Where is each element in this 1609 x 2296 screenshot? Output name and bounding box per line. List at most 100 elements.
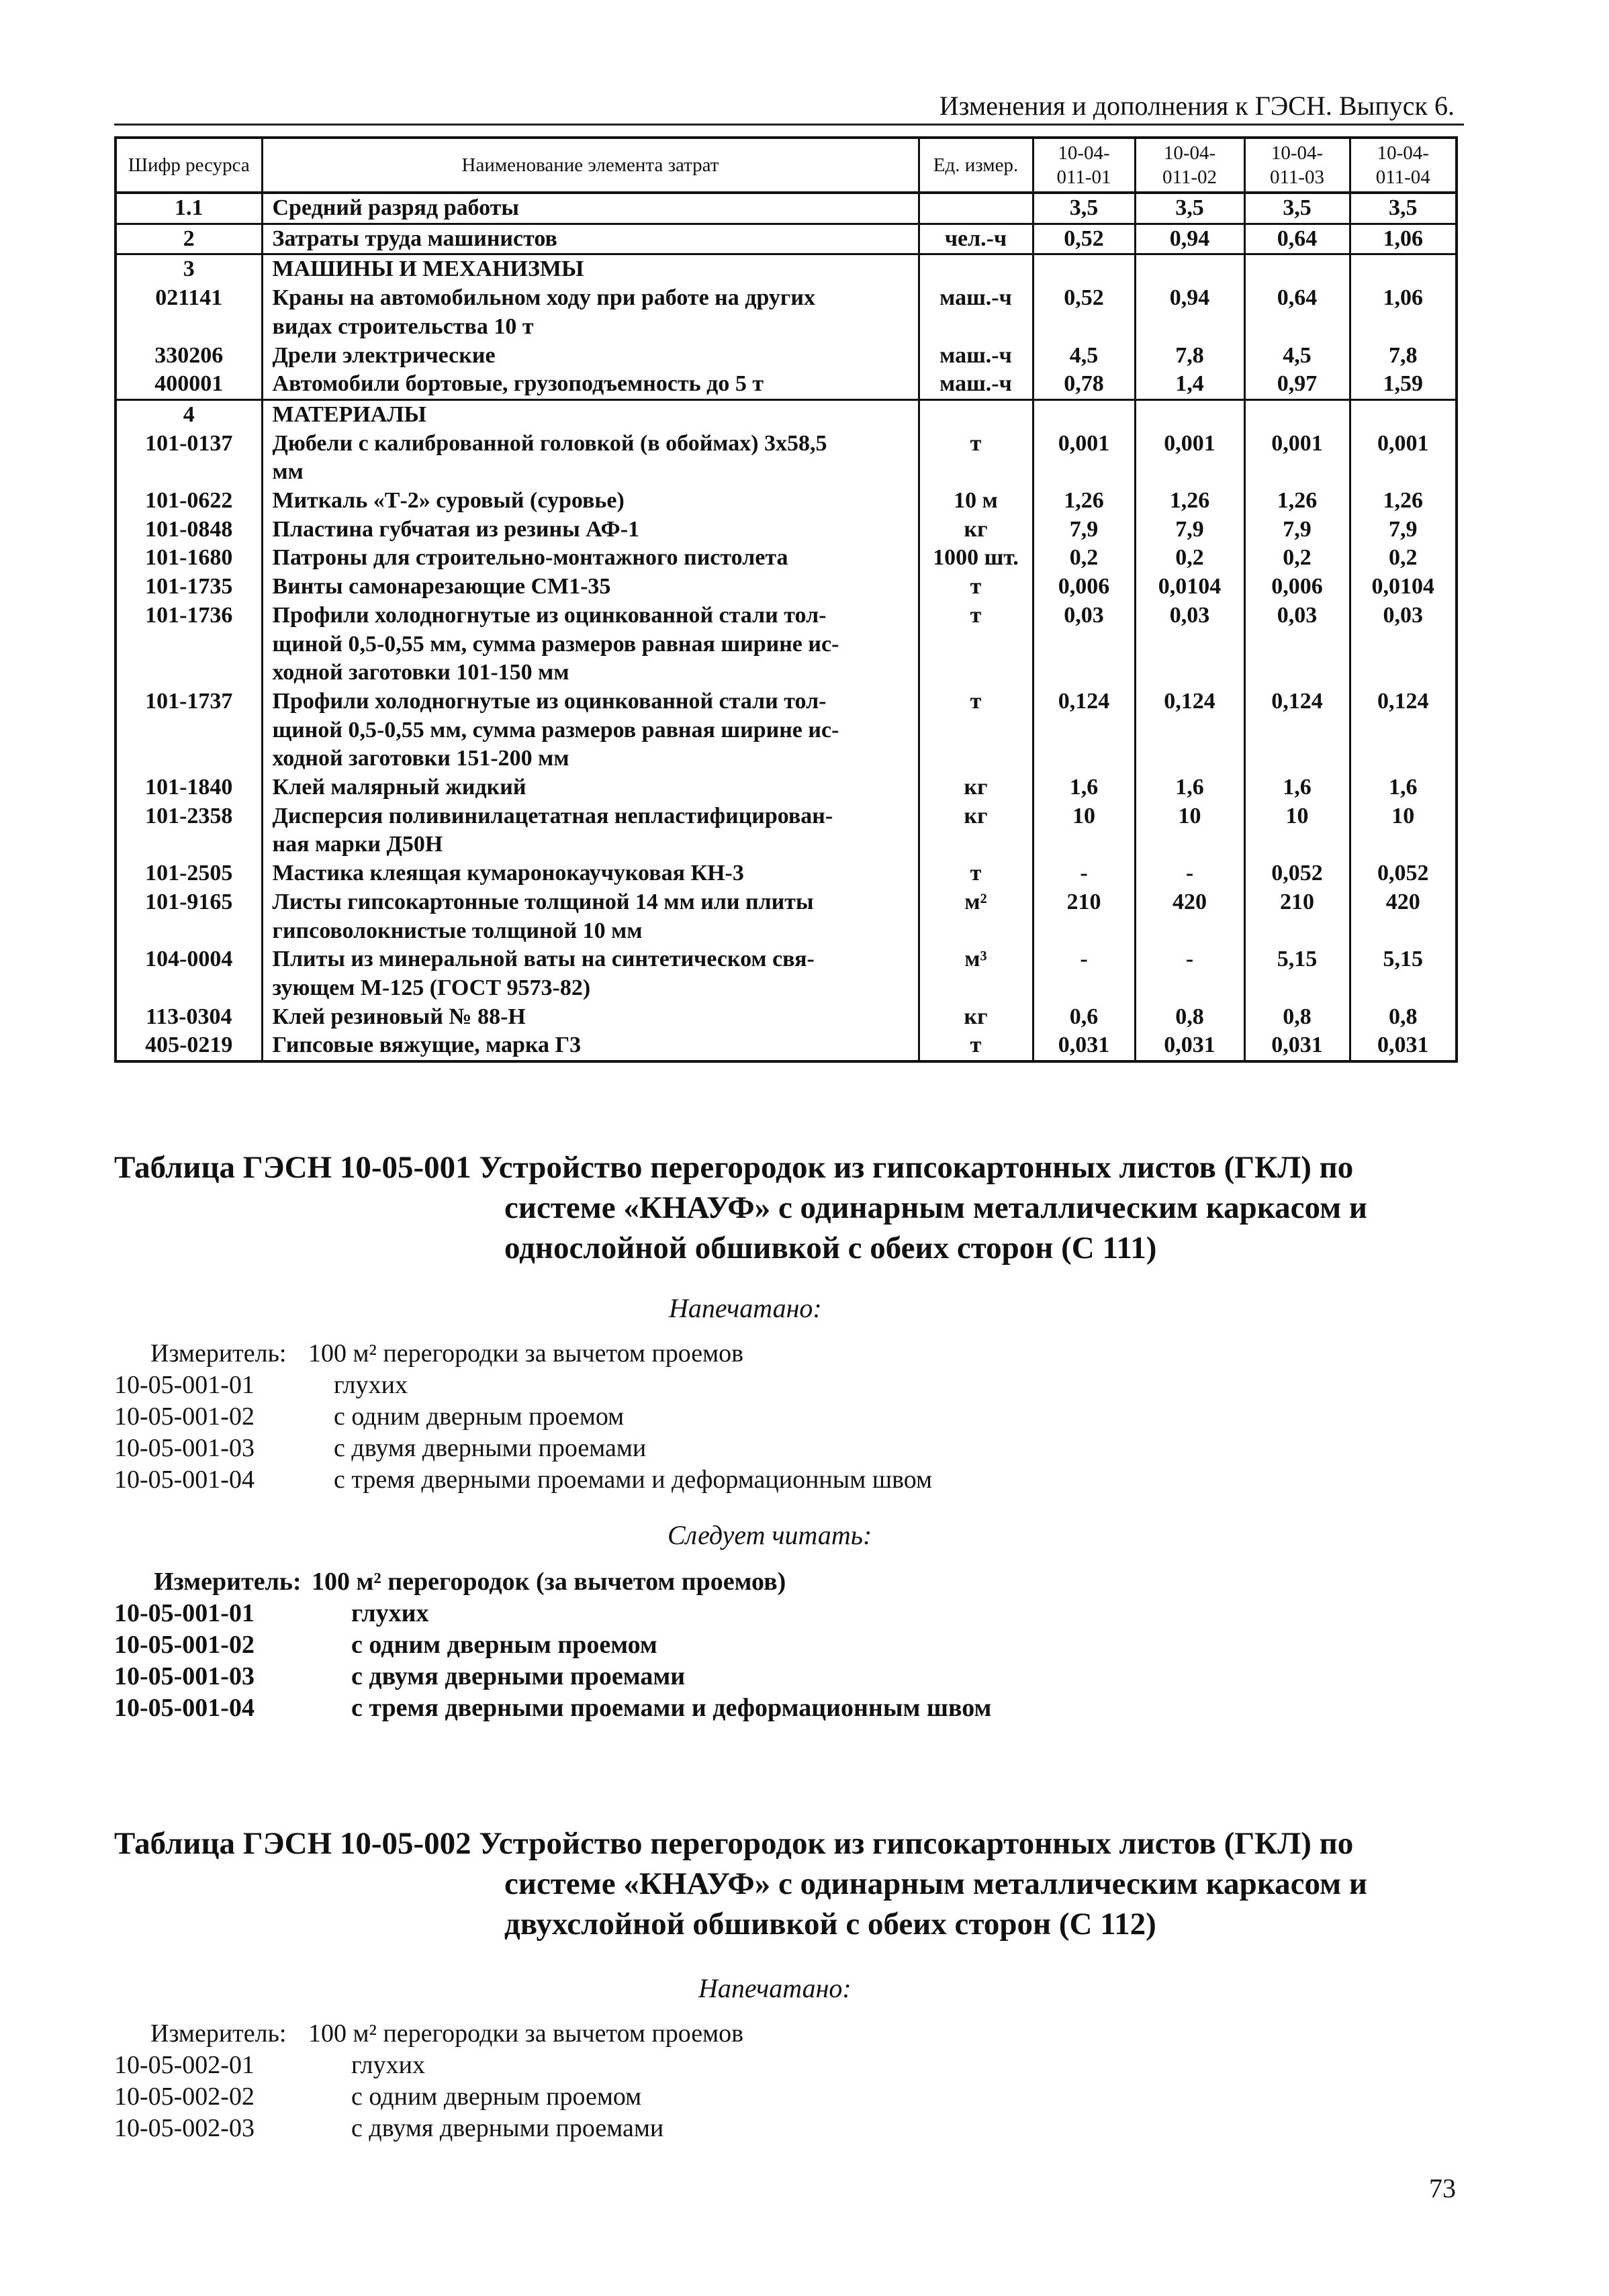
title-line: системе «КНАУФ» с одинарным металлически… [504, 1866, 1367, 1901]
meter-label: Измеритель: [154, 1568, 302, 1596]
norm-value: 0,031 [1243, 1031, 1351, 1063]
resource-code: 1.1 [114, 193, 263, 225]
running-head: Изменения и дополнения к ГЭСН. Выпуск 6. [939, 91, 1455, 121]
item-code: 10-05-001-02 [114, 1402, 255, 1431]
norm-value: 0,64 [1243, 284, 1351, 342]
name-line: Профили холодногнутые из оцинкованной ст… [272, 602, 827, 628]
norm-value: 0,124 [1243, 687, 1351, 774]
table-row: 101-1736 Профили холодногнутые из оцинков… [114, 601, 1458, 687]
name-line: Средний разряд работы [272, 195, 519, 220]
norm-value [1348, 254, 1458, 285]
table-row: 101-2505 Мастика клеящая кумаронокаучуков… [114, 859, 1458, 888]
norm-value: 10 [1348, 802, 1458, 860]
norm-value: 1,6 [1031, 773, 1136, 802]
norm-value: 0,001 [1134, 429, 1246, 487]
resource-code: 104-0004 [114, 945, 263, 1003]
resource-code: 101-2358 [114, 802, 263, 860]
norm-value: 210 [1031, 888, 1136, 946]
resource-code: 113-0304 [114, 1002, 263, 1032]
norm-value: 3,5 [1031, 193, 1136, 225]
measure-item: 10-05-001-01 глухих [114, 1370, 1390, 1401]
resource-name: Дисперсия поливинилацетатная непластифиц… [261, 802, 920, 860]
resource-name: Автомобили бортовые, грузоподъемность до… [261, 370, 920, 401]
header-line: 011-02 [1162, 166, 1217, 188]
meter-value: 100 м² перегородок (за вычетом проемов) [312, 1568, 786, 1596]
table-row: 113-0304 Клей резиновый № 88-Н кг 0,6 0,8 0,8… [114, 1002, 1458, 1032]
norm-value: 0,006 [1243, 573, 1351, 602]
norm-value: 7,9 [1243, 515, 1351, 544]
table-row: 101-0848 Пластина губчатая из резины АФ-1… [114, 515, 1458, 544]
resource-code: 101-9165 [114, 888, 263, 946]
norm-value: 0,124 [1134, 687, 1246, 774]
norm-value: 3,5 [1348, 193, 1458, 225]
name-line: Пластина губчатая из резины АФ-1 [272, 516, 640, 542]
measure-item: 10-05-001-03 с двумя дверными проемами [114, 1433, 1390, 1464]
norm-value: 0,0104 [1348, 573, 1458, 602]
meter-label: Измеритель: [150, 2019, 287, 2048]
norm-value: 7,8 [1134, 341, 1246, 371]
item-text: с двумя дверными проемами [334, 1434, 647, 1462]
norm-value: 1,26 [1348, 487, 1458, 516]
name-line: Дрели электрические [272, 342, 496, 368]
norm-value [1031, 254, 1136, 285]
name-line: Дюбели с калиброванной головкой (в обойм… [272, 430, 827, 456]
norm-value [1348, 399, 1458, 430]
measure-item: 10-05-001-02 с одним дверным проемом [114, 1629, 1390, 1661]
table-row: 1.1 Средний разряд работы 3,5 3,5 3,5 3,5 [114, 193, 1458, 225]
column-header: 10-04- 011-04 [1348, 138, 1458, 194]
resource-code: 101-1736 [114, 601, 263, 687]
table-row: 330206 Дрели электрические маш.-ч 4,5 7,8 4,5… [114, 341, 1458, 371]
resource-name: МАШИНЫ И МЕХАНИЗМЫ [261, 254, 920, 285]
norm-value: 0,03 [1031, 601, 1136, 687]
norm-value: 1,4 [1134, 370, 1246, 401]
norm-value: 0,8 [1348, 1002, 1458, 1032]
resource-code: 330206 [114, 341, 263, 371]
item-code: 10-05-002-03 [114, 2114, 255, 2142]
name-line: щиной 0,5-0,55 мм, сумма размеров равная… [272, 717, 839, 743]
norm-value: 1,06 [1348, 224, 1458, 256]
norm-value: 1,59 [1348, 370, 1458, 401]
resource-name: Пластина губчатая из резины АФ-1 [261, 515, 920, 544]
norm-value: 10 [1031, 802, 1136, 860]
norm-value: 0,8 [1134, 1002, 1246, 1032]
name-line: Листы гипсокартонные толщиной 14 мм или … [272, 889, 814, 914]
norm-value [1031, 399, 1136, 430]
resource-code: 101-1737 [114, 687, 263, 774]
unit: 10 м [917, 487, 1034, 516]
item-text: глухих [334, 1371, 408, 1399]
name-line: МАШИНЫ И МЕХАНИЗМЫ [272, 256, 584, 282]
norm-value: 0,8 [1243, 1002, 1351, 1032]
resource-code: 101-0137 [114, 429, 263, 487]
norm-value: 4,5 [1031, 341, 1136, 371]
should-read-label: Следует читать: [668, 1520, 872, 1550]
norm-value: 0,97 [1243, 370, 1351, 401]
measure-item: 10-05-002-01 глухих [114, 2050, 1390, 2081]
norm-value: 0,94 [1134, 284, 1246, 342]
section1-should-block: Измеритель: 100 м² перегородок (за вычето… [114, 1566, 1390, 1727]
table-row: 104-0004 Плиты из минеральной ваты на син… [114, 945, 1458, 1003]
measure-item: 10-05-002-02 с одним дверным проемом [114, 2081, 1390, 2113]
title-line: Таблица ГЭСН 10-05-002 Устройство перего… [114, 1826, 1354, 1861]
item-text: с тремя дверными проемами и деформационн… [334, 1466, 933, 1494]
norm-value: 1,06 [1348, 284, 1458, 342]
norm-value: 10 [1243, 802, 1351, 860]
norm-value: 0,052 [1243, 859, 1351, 888]
norm-value: 0,6 [1031, 1002, 1136, 1032]
name-line: МАТЕРИАЛЫ [272, 401, 427, 427]
resource-name: Миткаль «Т-2» суровый (суровье) [261, 487, 920, 516]
norm-value: 0,001 [1348, 429, 1458, 487]
printed-label: Напечатано: [698, 1973, 852, 2003]
norm-value: 7,9 [1348, 515, 1458, 544]
norm-value: 0,124 [1031, 687, 1136, 774]
name-line: Винты самонарезающие СМ1-35 [272, 574, 611, 600]
column-header: 10-04- 011-03 [1243, 138, 1351, 194]
table-row: 3 МАШИНЫ И МЕХАНИЗМЫ [114, 254, 1458, 285]
column-header: Шифр ресурса [114, 138, 263, 194]
norm-value: 4,5 [1243, 341, 1351, 371]
norm-value: 0,03 [1134, 601, 1246, 687]
norm-value: - [1134, 859, 1246, 888]
name-line: Затраты труда машинистов [272, 226, 557, 251]
header-line: 10-04- [1163, 142, 1216, 164]
norm-value: 5,15 [1348, 945, 1458, 1003]
unit: т [917, 1031, 1034, 1063]
